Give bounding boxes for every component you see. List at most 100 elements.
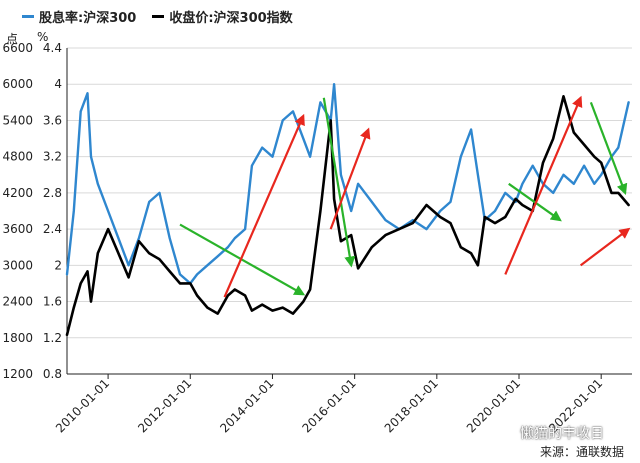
data-point-dividend-yield — [66, 273, 68, 276]
y-left-tick-label: 4800 — [2, 150, 33, 164]
data-point-close-price — [302, 300, 305, 303]
red-trend-arrow — [504, 95, 583, 275]
data-point-dividend-yield — [281, 119, 284, 122]
series-line-dividend-yield — [65, 82, 630, 285]
data-point-dividend-yield — [371, 201, 373, 203]
y-right-tick-label: 1.2 — [43, 331, 62, 345]
x-tick-label: 2016-01-01 — [300, 376, 359, 435]
data-point-close-price — [309, 288, 311, 291]
data-point-close-price — [216, 312, 219, 315]
data-point-close-price — [470, 252, 472, 255]
data-point-close-price — [73, 306, 75, 309]
data-point-dividend-yield — [251, 164, 253, 167]
data-point-dividend-yield — [340, 174, 342, 176]
data-point-dividend-yield — [617, 146, 620, 149]
data-point-close-price — [449, 222, 452, 224]
data-point-dividend-yield — [292, 110, 294, 113]
data-point-dividend-yield — [552, 192, 554, 194]
legend-item-dividend-yield: 股息率:沪深300 — [22, 7, 136, 26]
data-point-dividend-yield — [309, 155, 311, 158]
data-point-close-price — [504, 216, 507, 218]
y-right-tick-label: 4 — [54, 77, 62, 91]
data-point-close-price — [552, 137, 554, 140]
data-point-dividend-yield — [504, 192, 507, 194]
data-point-close-price — [610, 192, 613, 194]
data-point-close-price — [107, 228, 109, 230]
data-point-dividend-yield — [86, 92, 89, 95]
y-right-tick-label: 2.4 — [43, 222, 62, 236]
grid-lines — [67, 47, 632, 375]
data-point-close-price — [412, 222, 414, 224]
y-right-tick-label: 3.6 — [43, 113, 62, 127]
data-point-dividend-yield — [357, 183, 359, 185]
y-right-tick-label: 4.4 — [43, 41, 62, 55]
data-point-dividend-yield — [79, 110, 82, 113]
data-point-dividend-yield — [138, 237, 140, 239]
y-left-tick-label: 2400 — [2, 295, 33, 309]
red-trend-arrow — [223, 113, 305, 298]
red-trend-arrow — [579, 227, 631, 267]
data-point-close-price — [271, 309, 274, 312]
data-point-close-price — [196, 294, 198, 297]
right-axis-unit: % — [37, 30, 49, 44]
y-left-tick-label: 3600 — [2, 222, 33, 236]
data-point-dividend-yield — [494, 210, 496, 212]
data-point-dividend-yield — [206, 264, 209, 267]
data-point-close-price — [117, 252, 120, 255]
x-tick-label: 2010-01-01 — [53, 376, 112, 435]
data-point-close-price — [600, 161, 602, 164]
legend-item-close-price: 收盘价:沪深300指数 — [152, 7, 293, 26]
data-point-close-price — [86, 270, 89, 273]
legend-swatch-blue — [22, 15, 34, 18]
legend-swatch-black — [152, 15, 165, 18]
source-note: 来源：通联数据 — [540, 445, 625, 459]
data-point-close-price — [583, 143, 585, 146]
x-tick-label: 2014-01-01 — [217, 376, 276, 435]
data-point-dividend-yield — [449, 201, 452, 203]
green-trend-arrow — [508, 182, 562, 222]
data-point-dividend-yield — [107, 210, 109, 212]
data-point-dividend-yield — [234, 237, 236, 239]
data-point-dividend-yield — [460, 155, 462, 158]
data-point-close-price — [384, 234, 387, 236]
data-point-dividend-yield — [593, 183, 596, 185]
data-point-dividend-yield — [158, 192, 161, 194]
data-point-dividend-yield — [227, 246, 229, 248]
data-point-close-price — [90, 300, 92, 303]
data-point-close-price — [319, 210, 322, 212]
series-line-close-price — [65, 95, 630, 337]
data-point-dividend-yield — [562, 174, 565, 176]
data-point-dividend-yield — [573, 183, 575, 185]
data-point-dividend-yield — [196, 273, 198, 276]
data-point-dividend-yield — [90, 155, 92, 158]
x-tick-label: 2020-01-01 — [464, 376, 523, 435]
data-point-close-price — [281, 306, 284, 309]
data-point-close-price — [340, 240, 342, 242]
data-point-close-price — [593, 155, 596, 158]
data-point-dividend-yield — [302, 137, 305, 140]
data-point-dividend-yield — [97, 183, 99, 185]
data-point-dividend-yield — [521, 183, 524, 185]
x-tick-label: 2012-01-01 — [135, 376, 194, 435]
data-point-dividend-yield — [425, 228, 428, 230]
watermark: 懒猫的丰收日 — [520, 426, 604, 442]
data-point-dividend-yield — [319, 101, 322, 104]
data-point-close-price — [484, 216, 486, 218]
legend-label-dividend-yield: 股息率:沪深300 — [39, 11, 137, 26]
data-point-dividend-yield — [350, 210, 353, 212]
left-axis-unit: 点 — [6, 32, 19, 46]
data-point-dividend-yield — [333, 83, 335, 85]
data-point-dividend-yield — [470, 128, 472, 131]
data-point-close-price — [168, 270, 171, 273]
data-point-close-price — [97, 252, 99, 255]
x-tick-label: 2018-01-01 — [382, 376, 441, 435]
legend: 股息率:沪深300 收盘价:沪深300指数 — [22, 7, 293, 26]
data-point-dividend-yield — [148, 201, 150, 203]
data-point-close-price — [148, 252, 150, 255]
annotation-arrows — [179, 95, 631, 298]
data-point-close-price — [371, 246, 373, 248]
y-right-tick-label: 3.2 — [43, 150, 62, 164]
data-point-close-price — [244, 294, 246, 297]
y-right-tick-label: 2 — [54, 258, 62, 272]
